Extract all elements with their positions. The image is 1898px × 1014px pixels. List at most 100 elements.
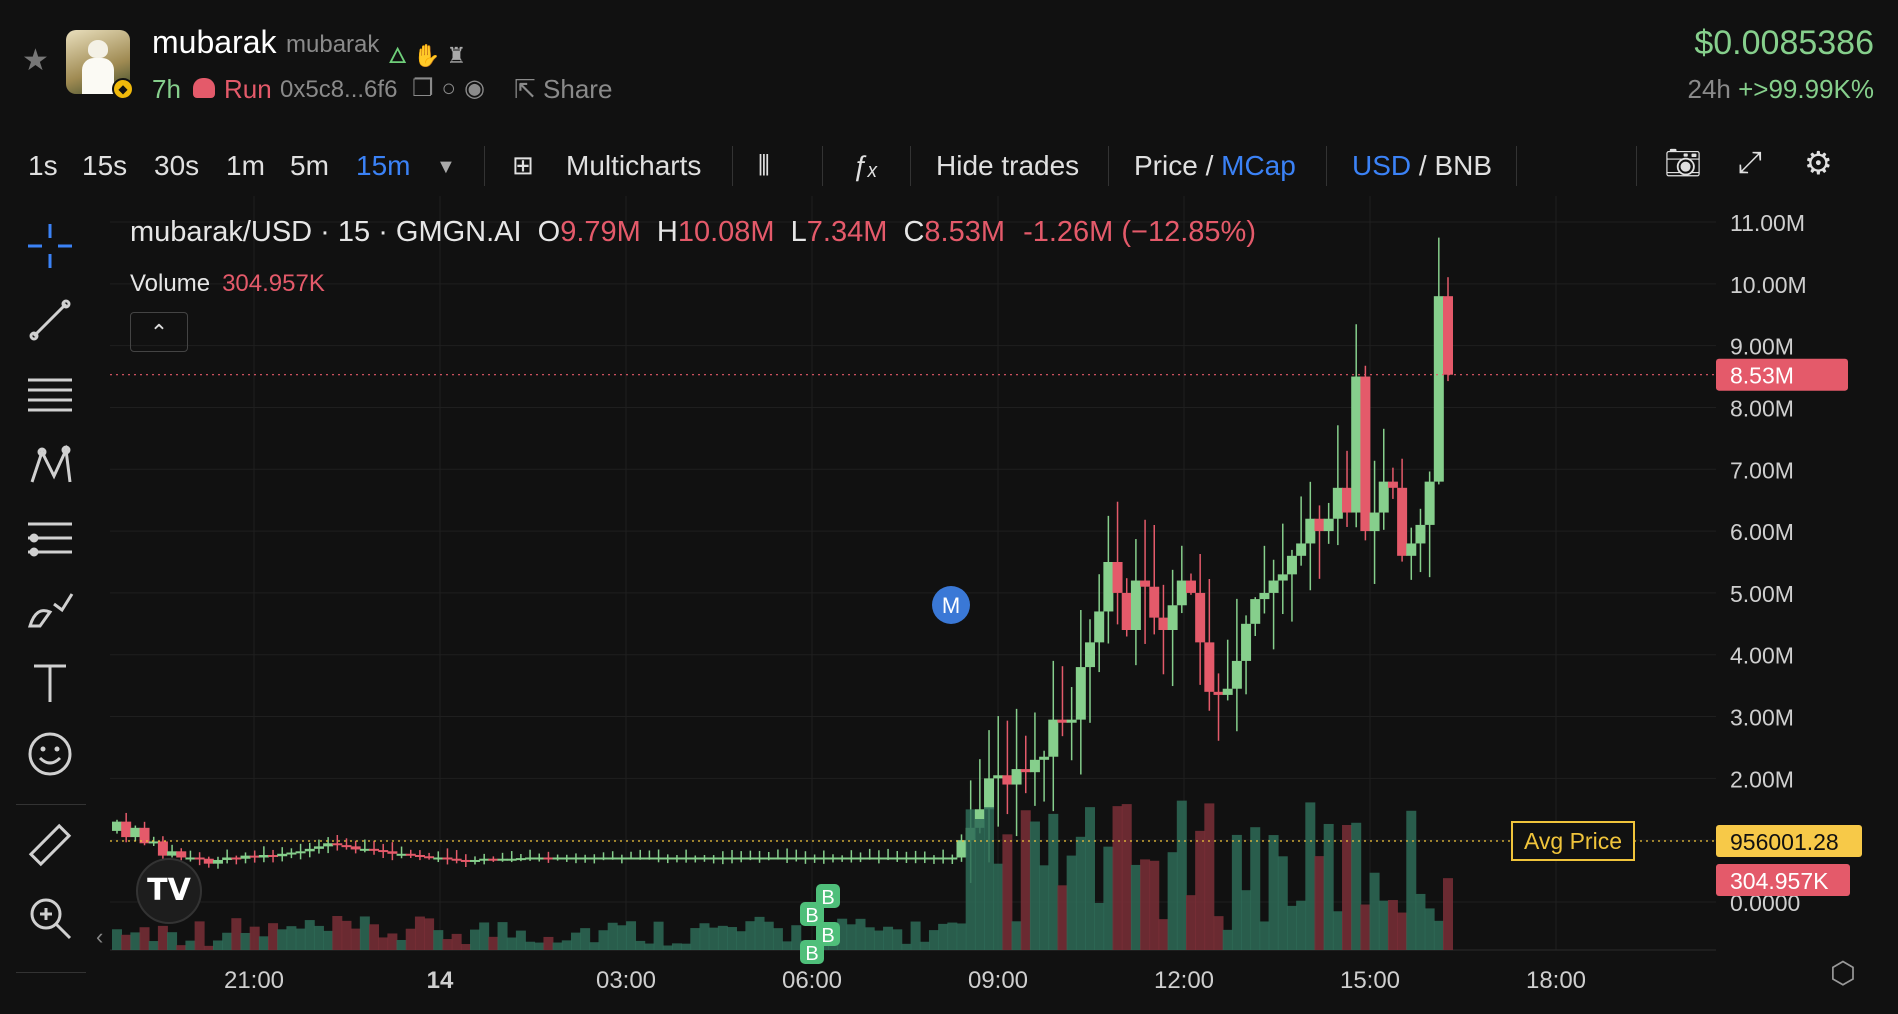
- volume-bar: [121, 934, 132, 950]
- avg-price-value: 956001.28: [1730, 829, 1839, 855]
- candle-body: [1085, 642, 1096, 668]
- star-icon[interactable]: ★: [22, 44, 49, 77]
- hide-trades-button[interactable]: Hide trades: [936, 150, 1080, 181]
- candle-body: [1130, 580, 1141, 630]
- candle-body: [1140, 580, 1151, 587]
- volume-bar: [1130, 864, 1141, 950]
- volume-bar: [690, 928, 701, 950]
- volume-bar: [130, 932, 141, 950]
- trend-line-icon[interactable]: [26, 296, 74, 344]
- collapse-legend-button[interactable]: ⌃: [130, 312, 188, 352]
- candle-body: [580, 857, 591, 860]
- volume-bar: [240, 932, 251, 950]
- candlestick-chart[interactable]: 11.00M 10.00M 9.00M 8.00M 7.00M 6.00M 5.00M 4.0…: [0, 196, 1898, 1014]
- candle-body: [864, 857, 875, 860]
- interval-1m[interactable]: 1m: [226, 150, 265, 181]
- volume-bar: [479, 922, 490, 950]
- volume-bar: [268, 923, 279, 950]
- collapse-left-icon[interactable]: ‹: [96, 924, 104, 949]
- volume-bar: [112, 929, 122, 950]
- interval-5m[interactable]: 5m: [290, 150, 329, 181]
- candle-body: [121, 821, 132, 838]
- price-mcap-toggle[interactable]: Price / MCap: [1134, 150, 1296, 182]
- candle-body: [497, 858, 508, 861]
- volume-bar: [681, 943, 692, 950]
- candle-body: [1286, 555, 1297, 575]
- volume-bar: [369, 924, 380, 950]
- copy-icon[interactable]: ❐: [412, 75, 442, 102]
- indicators-icon[interactable]: ƒₓ: [852, 150, 879, 181]
- candle-body: [616, 857, 627, 860]
- brush-icon[interactable]: [26, 586, 74, 634]
- interval-1s[interactable]: 1s: [28, 150, 58, 181]
- candle-body: [378, 850, 389, 853]
- volume-bar: [1415, 893, 1426, 950]
- volume-bar: [1140, 859, 1151, 950]
- emoji-icon[interactable]: [26, 730, 74, 778]
- price-option[interactable]: Price: [1134, 150, 1198, 181]
- volume-bar: [1351, 822, 1362, 950]
- y-tick-label: 2.00M: [1730, 766, 1794, 792]
- interval-15m[interactable]: 15m: [356, 150, 411, 181]
- volume-bar: [837, 918, 848, 950]
- candle-body: [910, 857, 921, 860]
- volume-bar: [1277, 856, 1288, 950]
- candle-body: [570, 857, 581, 860]
- explorer-icon[interactable]: ◉: [464, 75, 493, 102]
- candle-body: [1158, 617, 1169, 630]
- volume-bar: [295, 928, 306, 950]
- separator: /: [1205, 150, 1214, 181]
- contract-address[interactable]: 0x5c8...6f6: [280, 76, 398, 103]
- volume-bar: [1195, 830, 1206, 950]
- candle-body: [782, 857, 793, 860]
- candle-body: [277, 853, 288, 857]
- volume-bar: [323, 930, 334, 950]
- candle-body: [543, 857, 554, 860]
- settings-icon[interactable]: ⚙︎: [1804, 145, 1833, 181]
- candle-body: [745, 857, 756, 860]
- search-icon[interactable]: ○: [441, 75, 465, 102]
- candle-body: [1213, 691, 1224, 695]
- usd-option[interactable]: USD: [1352, 150, 1412, 181]
- marker-b-label: B: [821, 925, 834, 947]
- candle-body: [1241, 623, 1252, 661]
- bnb-option[interactable]: BNB: [1434, 150, 1493, 181]
- fire-icon: 🜂: [388, 43, 414, 68]
- volume-bar: [525, 941, 536, 950]
- fullscreen-icon[interactable]: ⤢: [1738, 146, 1762, 179]
- camera-icon[interactable]: 📷︎: [1664, 147, 1703, 180]
- volume-bar: [414, 916, 425, 950]
- candle-type-icon[interactable]: ⫴: [758, 150, 770, 181]
- interval-15s[interactable]: 15s: [82, 150, 128, 181]
- volume-bar: [1204, 803, 1215, 950]
- fib-icon[interactable]: [26, 514, 74, 562]
- token-avatar[interactable]: [66, 30, 130, 94]
- interval-dropdown-icon[interactable]: ▼: [436, 156, 456, 178]
- currency-toggle[interactable]: USD / BNB: [1352, 150, 1492, 182]
- candle-body: [938, 857, 949, 860]
- mcap-option[interactable]: MCap: [1221, 150, 1296, 181]
- multicharts-button[interactable]: Multicharts: [566, 150, 702, 181]
- ruler-icon[interactable]: [26, 822, 74, 870]
- volume-bar: [1241, 890, 1252, 950]
- tradingview-logo[interactable]: TV: [136, 858, 202, 924]
- x-tick-label: 15:00: [1340, 967, 1400, 994]
- volume-bar: [1158, 919, 1169, 950]
- price-chart[interactable]: 11.00M 10.00M 9.00M 8.00M 7.00M 6.00M 5.00M 4.0…: [0, 196, 1898, 1014]
- pattern-icon[interactable]: [26, 442, 74, 490]
- text-icon[interactable]: [26, 658, 74, 706]
- y-tick-label: 9.00M: [1730, 334, 1794, 360]
- volume-bar: [497, 922, 508, 950]
- share-button[interactable]: ⇱ Share: [514, 74, 612, 105]
- horizontal-lines-icon[interactable]: [26, 370, 74, 418]
- axis-settings-icon[interactable]: ⬡: [1829, 957, 1856, 990]
- candle-body: [598, 857, 609, 860]
- crosshair-icon[interactable]: [26, 222, 74, 270]
- interval-30s[interactable]: 30s: [154, 150, 200, 181]
- multicharts-icon[interactable]: ⊞: [512, 150, 534, 180]
- zoom-in-icon[interactable]: [26, 894, 74, 942]
- volume-bar: [616, 925, 627, 950]
- candle-body: [350, 846, 361, 850]
- candle-body: [1360, 376, 1371, 532]
- candle-body: [286, 852, 297, 855]
